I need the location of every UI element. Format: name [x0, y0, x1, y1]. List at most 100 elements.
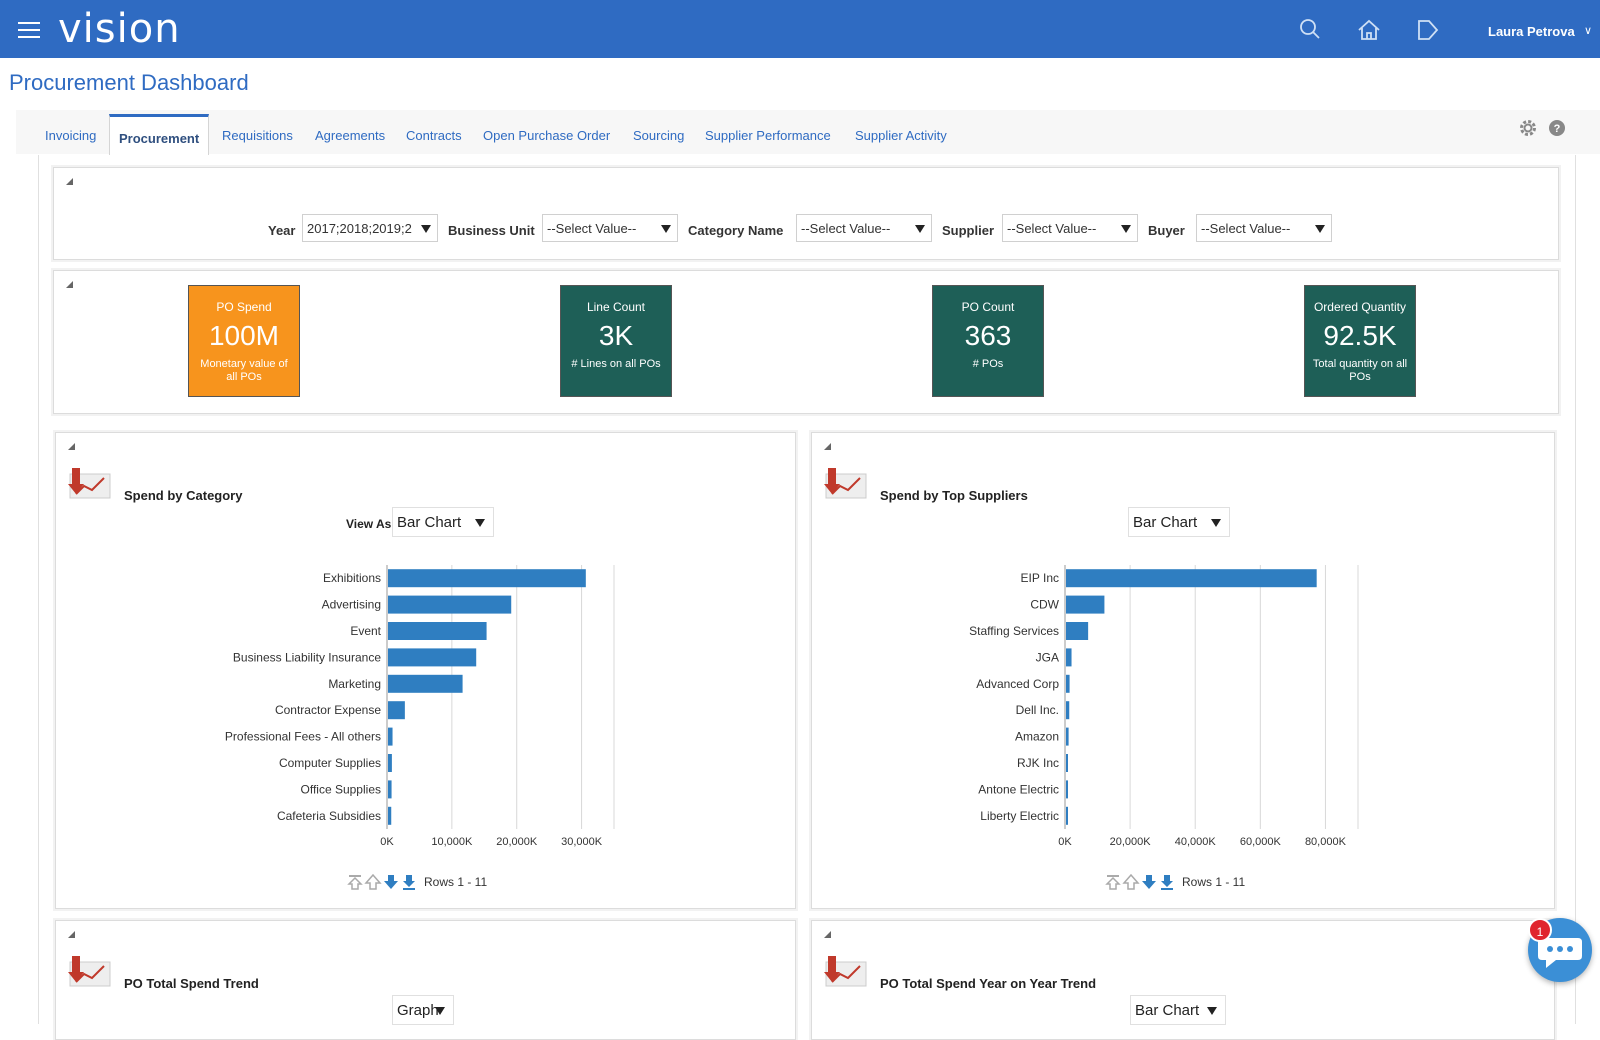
last-page-icon[interactable]	[400, 873, 418, 891]
tab-procurement[interactable]: Procurement	[109, 114, 210, 155]
chevron-down-icon[interactable]: ∨	[1584, 25, 1593, 37]
tab-sourcing[interactable]: Sourcing	[633, 128, 685, 143]
filters-panel: Year 2017;2018;2019;2 Business Unit --Se…	[53, 167, 1559, 260]
kpi-tile-po-spend[interactable]: PO Spend 100M Monetary value of all POs	[188, 285, 300, 397]
kpi-caption: # POs	[972, 358, 1004, 370]
business-unit-select[interactable]: --Select Value--	[542, 214, 678, 242]
bar	[388, 727, 393, 746]
kpi-caption: Monetary value of all POs	[200, 358, 288, 383]
category-bar-chart: 0K 10,000K 20,000K 30,000K Exhibitions Advert…	[225, 565, 615, 848]
x-tick-label: 30,000K	[561, 836, 603, 848]
bar	[1066, 754, 1068, 772]
supplier-select[interactable]: --Select Value--	[1002, 214, 1138, 242]
kpi-caption: # Lines on all POs	[571, 358, 661, 370]
tab-invoicing[interactable]: Invoicing	[45, 128, 97, 143]
gear-icon[interactable]	[1518, 118, 1538, 143]
buyer-select[interactable]: --Select Value--	[1196, 214, 1332, 242]
bar	[1066, 674, 1070, 693]
category-name-select[interactable]: --Select Value--	[796, 214, 932, 242]
category-label: Dell Inc.	[1016, 703, 1059, 717]
category-label: Marketing	[328, 677, 381, 691]
bar	[388, 701, 405, 720]
chat-button[interactable]	[1528, 918, 1592, 982]
home-icon[interactable]	[1355, 16, 1383, 44]
tab-contracts[interactable]: Contracts	[406, 128, 462, 143]
bar	[1066, 569, 1317, 588]
kpi-tile-line-count[interactable]: Line Count 3K # Lines on all POs	[560, 285, 672, 397]
view-as-select[interactable]: Bar Chart	[392, 507, 494, 537]
user-name[interactable]: Laura Petrova	[1488, 24, 1575, 39]
po-spend-trend-panel: PO Total Spend Trend Graph	[55, 920, 796, 1040]
view-as-select[interactable]: Graph	[392, 995, 454, 1025]
report-icon	[64, 956, 114, 988]
x-tick-label: 20,000K	[1110, 836, 1152, 848]
bar	[388, 569, 586, 588]
bar	[388, 780, 392, 799]
tab-agreements[interactable]: Agreements	[315, 128, 386, 143]
previous-page-icon[interactable]	[1122, 873, 1140, 891]
x-tick-label: 20,000K	[496, 836, 538, 848]
rows-label: Rows 1 - 11	[424, 875, 488, 889]
category-label: Advertising	[322, 598, 381, 612]
report-icon	[820, 468, 870, 500]
tab-requisitions[interactable]: Requisitions	[222, 128, 293, 143]
kpi-value: 363	[964, 320, 1012, 351]
page-title: Procurement Dashboard	[9, 70, 249, 95]
next-page-icon[interactable]	[382, 873, 400, 891]
year-label: Year	[268, 223, 296, 238]
chart-title: PO Total Spend Trend	[124, 976, 259, 991]
spend-by-category-panel: Spend by Category View As Bar Chart 0K 10…	[55, 432, 796, 909]
supplier-bar-chart: 0K 20,000K 40,000K 60,000K 80,000K EIP Inc CDW…	[969, 565, 1359, 848]
x-tick-label: 10,000K	[431, 836, 473, 848]
bar	[1066, 780, 1068, 799]
dashboard-page: Year 2017;2018;2019;2 Business Unit --Se…	[38, 155, 1576, 1040]
first-page-icon[interactable]	[346, 873, 364, 891]
menu-icon[interactable]	[18, 22, 40, 38]
brand-logo[interactable]: vision	[58, 6, 181, 52]
first-page-icon[interactable]	[1104, 873, 1122, 891]
category-label: Antone Electric	[978, 782, 1059, 796]
pager: Rows 1 - 11	[1104, 873, 1245, 893]
tab-open-purchase-order[interactable]: Open Purchase Order	[483, 128, 611, 143]
collapse-toggle-icon[interactable]	[66, 281, 73, 288]
collapse-toggle-icon[interactable]	[824, 931, 831, 938]
category-label: Business Liability Insurance	[233, 650, 381, 664]
search-icon[interactable]	[1296, 16, 1324, 44]
buyer-label: Buyer	[1148, 223, 1185, 238]
next-page-icon[interactable]	[1140, 873, 1158, 891]
top-bar: vision Laura Petrova ∨	[0, 0, 1600, 58]
tab-supplier-performance[interactable]: Supplier Performance	[705, 128, 831, 143]
bar	[1066, 727, 1069, 746]
spend-by-suppliers-panel: Spend by Top Suppliers Bar Chart 0K 20,00…	[811, 432, 1555, 909]
collapse-toggle-icon[interactable]	[68, 443, 75, 450]
chart-title: Spend by Category	[124, 488, 243, 503]
view-as-select[interactable]: Bar Chart	[1130, 995, 1226, 1025]
navigator-icon[interactable]	[1413, 16, 1441, 44]
category-label: RJK Inc	[1017, 756, 1059, 770]
category-label: CDW	[1030, 598, 1059, 612]
bar	[388, 648, 477, 667]
help-icon[interactable]: ?	[1548, 119, 1566, 142]
kpi-tile-ordered-quantity[interactable]: Ordered Quantity 92.5K Total quantity on…	[1304, 285, 1416, 397]
bar	[388, 595, 512, 614]
category-label: Advanced Corp	[976, 677, 1059, 691]
kpi-title: Ordered Quantity	[1313, 300, 1407, 314]
kpi-value: 3K	[598, 320, 634, 351]
year-select[interactable]: 2017;2018;2019;2	[302, 214, 438, 242]
svg-text:?: ?	[1554, 123, 1561, 135]
bar	[388, 622, 487, 640]
view-as-select[interactable]: Bar Chart	[1128, 507, 1230, 537]
collapse-toggle-icon[interactable]	[66, 178, 73, 185]
category-label: Event	[350, 624, 381, 638]
bar	[388, 754, 392, 772]
tab-supplier-activity[interactable]: Supplier Activity	[855, 128, 947, 143]
last-page-icon[interactable]	[1158, 873, 1176, 891]
pager: Rows 1 - 11	[346, 873, 487, 893]
bar	[388, 674, 463, 693]
x-tick-label: 0K	[1058, 836, 1072, 848]
collapse-toggle-icon[interactable]	[824, 443, 831, 450]
chart-title: Spend by Top Suppliers	[880, 488, 1028, 503]
collapse-toggle-icon[interactable]	[68, 931, 75, 938]
kpi-tile-po-count[interactable]: PO Count 363 # POs	[932, 285, 1044, 397]
previous-page-icon[interactable]	[364, 873, 382, 891]
